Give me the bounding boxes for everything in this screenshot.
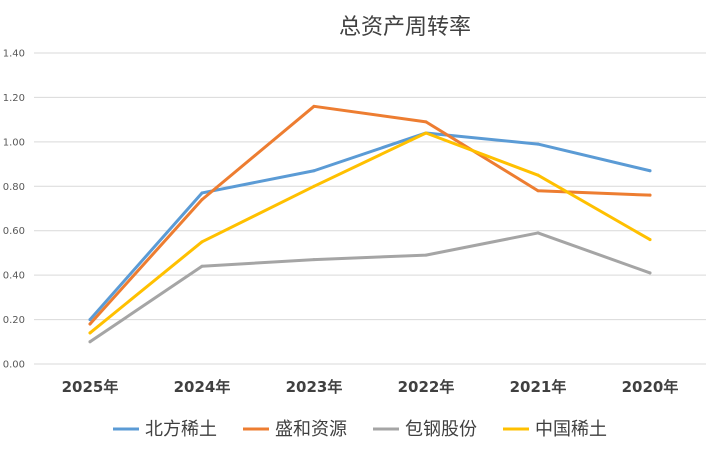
- gridlines: [34, 52, 706, 365]
- data-point: [536, 142, 540, 146]
- legend-item: 包钢股份: [373, 419, 477, 440]
- legend-item: 盛和资源: [243, 419, 347, 440]
- data-point: [424, 253, 428, 257]
- legend-label: 盛和资源: [275, 419, 347, 440]
- series-lines: [88, 104, 652, 344]
- data-point: [648, 238, 652, 242]
- data-point: [424, 131, 428, 135]
- x-tick-label: 2022年: [398, 378, 455, 396]
- data-point: [424, 120, 428, 124]
- data-point: [536, 231, 540, 235]
- data-point: [648, 169, 652, 173]
- data-point: [200, 198, 204, 202]
- series-line-1: [88, 104, 652, 326]
- x-tick-label: 2021年: [510, 378, 567, 396]
- legend-label: 北方稀土: [145, 419, 217, 440]
- series-line-0: [88, 131, 652, 322]
- data-point: [88, 331, 92, 335]
- y-axis-ticks: 0.00 0.20 0.40 0.60 0.80 1.00 1.20 1.40: [3, 49, 25, 371]
- y-tick-label: 1.00: [3, 137, 25, 148]
- data-point: [536, 173, 540, 177]
- data-point: [536, 189, 540, 193]
- data-point: [648, 193, 652, 197]
- x-tick-label: 2023年: [286, 378, 343, 396]
- data-point: [312, 258, 316, 262]
- data-point: [312, 184, 316, 188]
- data-point: [200, 264, 204, 268]
- chart-title: 总资产周转率: [339, 15, 471, 40]
- data-point: [88, 318, 92, 322]
- data-point: [88, 322, 92, 326]
- y-tick-label: 0.40: [3, 271, 25, 282]
- x-tick-label: 2020年: [622, 378, 679, 396]
- legend-label: 中国稀土: [535, 419, 607, 440]
- data-point: [88, 340, 92, 344]
- data-point: [200, 191, 204, 195]
- series-line-3: [88, 131, 652, 335]
- y-tick-label: 1.20: [3, 93, 25, 104]
- y-tick-label: 0.00: [3, 360, 25, 371]
- y-tick-label: 0.80: [3, 182, 25, 193]
- x-axis-ticks: 2025年 2024年 2023年 2022年 2021年 2020年: [62, 378, 679, 396]
- y-tick-label: 0.20: [3, 315, 25, 326]
- data-point: [312, 169, 316, 173]
- legend: 北方稀土 盛和资源 包钢股份 中国稀土: [113, 419, 607, 440]
- series-line-2: [88, 231, 652, 344]
- legend-item: 北方稀土: [113, 419, 217, 440]
- legend-item: 中国稀土: [503, 419, 607, 440]
- data-point: [648, 271, 652, 275]
- y-tick-label: 1.40: [3, 49, 25, 60]
- legend-label: 包钢股份: [405, 419, 477, 440]
- x-tick-label: 2024年: [174, 378, 231, 396]
- x-tick-label: 2025年: [62, 378, 119, 396]
- y-tick-label: 0.60: [3, 226, 25, 237]
- data-point: [200, 240, 204, 244]
- data-point: [312, 104, 316, 108]
